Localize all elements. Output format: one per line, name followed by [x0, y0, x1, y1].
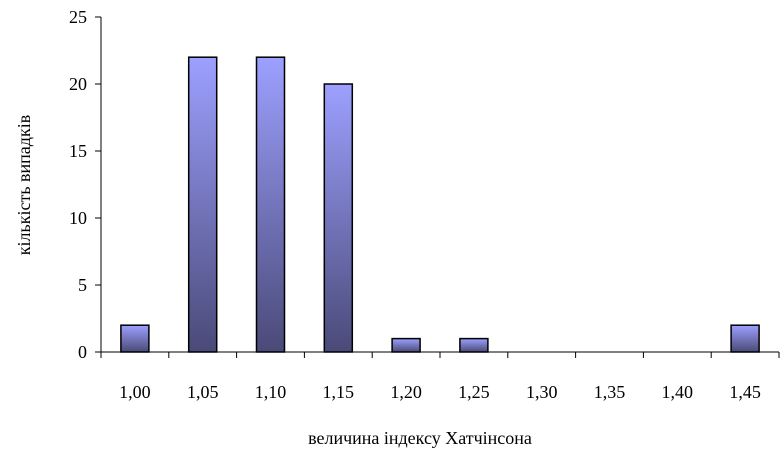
y-tick-label: 15	[69, 141, 87, 161]
bar-1-15	[323, 83, 354, 353]
x-tick-label: 1,25	[458, 382, 490, 402]
x-axis-title: величина індексу Хатчінсона	[308, 428, 532, 448]
x-tick-label: 1,45	[729, 382, 761, 402]
x-tick-label: 1,30	[526, 382, 558, 402]
x-tick-label: 1,35	[594, 382, 626, 402]
bar-1-10	[255, 56, 286, 353]
x-tick-label: 1,00	[119, 382, 151, 402]
x-tick-label: 1,40	[662, 382, 694, 402]
y-axis-title: кількість випадків	[14, 115, 34, 255]
axes	[95, 16, 780, 358]
x-tick-label: 1,10	[255, 382, 287, 402]
y-tick-label: 10	[69, 208, 87, 228]
x-tick-label: 1,20	[390, 382, 422, 402]
bar-1-05	[187, 56, 218, 353]
bar-1-25	[459, 337, 489, 353]
y-tick-label: 20	[69, 74, 87, 94]
tick-labels: 1,00 1,05 1,10 1,15 1,20 1,25 1,30 1,35 1,40 1,45…	[69, 7, 761, 402]
y-tick-label: 5	[78, 275, 87, 295]
y-tick-label: 0	[78, 342, 87, 362]
x-tick-label: 1,15	[323, 382, 355, 402]
bar-1-20	[391, 337, 421, 353]
bar-1-45	[730, 324, 760, 353]
x-tick-label: 1,05	[187, 382, 219, 402]
bar-1-00	[120, 324, 150, 353]
bars	[120, 56, 760, 353]
y-tick-label: 25	[69, 7, 87, 27]
